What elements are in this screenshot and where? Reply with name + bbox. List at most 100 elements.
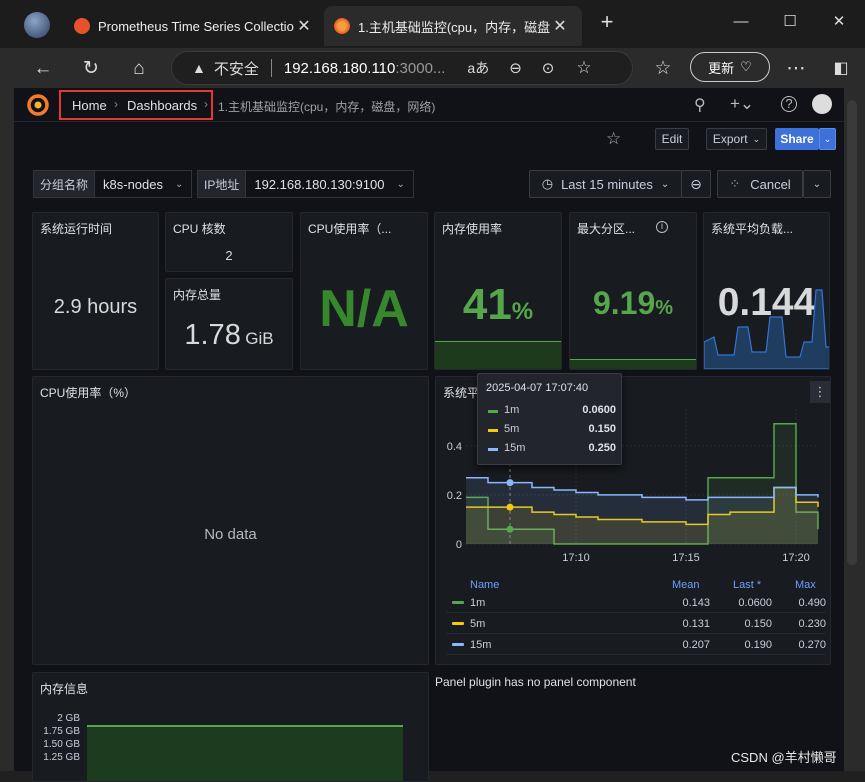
breadcrumb-home[interactable]: Home bbox=[72, 98, 107, 113]
back-arrow-icon[interactable]: ← bbox=[33, 58, 53, 79]
panel-title: CPU 核数 bbox=[173, 222, 226, 236]
grafana-topbar: Home › Dashboards › 1.主机基础监控(cpu，内存，磁盘，网… bbox=[14, 88, 844, 122]
panel-cpu-usage-graph[interactable]: CPU使用率（%） No data bbox=[32, 376, 429, 665]
grafana-logo-icon[interactable] bbox=[26, 93, 50, 117]
home-icon[interactable]: ⌂ bbox=[133, 58, 145, 79]
legend-row[interactable]: 15m 0.207 0.190 0.270 bbox=[446, 635, 826, 655]
mem-y-tick-label: 2 GB bbox=[57, 713, 80, 724]
mem-y-tick-label: 1.25 GB bbox=[43, 752, 80, 763]
url-bar[interactable]: ▲ 不安全 192.168.180.110 :3000... aあ ⊖ ⊙ ☆ bbox=[171, 51, 633, 85]
warning-icon: ▲ bbox=[192, 60, 206, 76]
zoom-icon[interactable]: ⊖ bbox=[509, 60, 522, 77]
series-line-15m[interactable] bbox=[466, 476, 819, 501]
panel-title: 内存信息 bbox=[40, 682, 89, 696]
panel-mem-total[interactable]: 内存总量 1.78 GiB bbox=[165, 278, 293, 370]
help-icon[interactable]: ? bbox=[781, 96, 797, 112]
breadcrumb-dashboards[interactable]: Dashboards bbox=[127, 98, 198, 113]
close-window-button[interactable]: ✕ bbox=[832, 13, 846, 30]
page-scrollbar[interactable] bbox=[847, 100, 857, 565]
series-line-5m[interactable] bbox=[466, 486, 819, 526]
tooltip-series-name: 1m bbox=[504, 404, 520, 416]
panel-title: 内存使用率 bbox=[442, 222, 503, 236]
panel-cpu-usage-stat[interactable]: CPU使用率（... N/A bbox=[300, 212, 428, 370]
cancel-button[interactable]: ⁘ Cancel bbox=[717, 170, 803, 198]
profile-avatar[interactable] bbox=[24, 12, 50, 38]
y-tick-label: 0 bbox=[456, 539, 462, 551]
browser-menu-icon[interactable]: ⋯ bbox=[786, 58, 806, 79]
mem-total-display: 1.78 GiB bbox=[166, 319, 292, 352]
mem-total-value: 1.78 bbox=[184, 319, 241, 351]
close-tab-icon[interactable]: ✕ bbox=[553, 18, 567, 35]
prometheus-favicon-icon bbox=[74, 18, 90, 34]
legend-max: 0.230 bbox=[798, 618, 826, 630]
legend-max: 0.270 bbox=[798, 639, 826, 651]
legend-row[interactable]: 1m 0.143 0.0600 0.490 bbox=[446, 593, 826, 613]
user-avatar[interactable] bbox=[812, 94, 832, 114]
variable-group[interactable]: 分组名称 k8s-nodes ⌄ bbox=[33, 170, 193, 198]
more-icon[interactable]: ⊙ bbox=[541, 60, 555, 77]
variable-label: IP地址 bbox=[197, 170, 247, 198]
add-icon[interactable]: +⌄ bbox=[730, 94, 755, 113]
uptime-value: 2.9 hours bbox=[53, 296, 138, 318]
group-select[interactable]: k8s-nodes ⌄ bbox=[95, 170, 193, 198]
legend-header-max[interactable]: Max bbox=[795, 579, 816, 591]
tooltip-swatch bbox=[488, 410, 498, 413]
time-range-label: Last 15 minutes bbox=[561, 176, 653, 192]
legend-header-name[interactable]: Name bbox=[470, 579, 500, 591]
panel-cpu-cores[interactable]: CPU 核数 2 bbox=[165, 212, 293, 272]
tooltip-row: 15m 0.250 bbox=[486, 442, 616, 458]
tab-prometheus[interactable]: Prometheus Time Series Collection ✕ bbox=[64, 6, 320, 46]
cancel-label: Cancel bbox=[750, 176, 791, 192]
favorites-icon[interactable]: ☆ bbox=[654, 58, 672, 79]
panel-load-stat[interactable]: 系统平均负载... 0.144 bbox=[703, 212, 830, 370]
minimize-button[interactable]: — bbox=[733, 13, 749, 30]
time-picker-button[interactable]: ◷ Last 15 minutes ⌄ bbox=[529, 170, 682, 198]
panel-title: 系统平均负载... bbox=[711, 222, 794, 236]
legend-row[interactable]: 5m 0.131 0.150 0.230 bbox=[446, 614, 826, 634]
info-icon[interactable]: i bbox=[656, 221, 668, 233]
share-button[interactable]: Share bbox=[775, 128, 819, 150]
maximize-button[interactable]: ☐ bbox=[783, 13, 797, 30]
read-aloud-icon[interactable]: aあ bbox=[467, 60, 490, 76]
zoom-out-button[interactable]: ⊖ bbox=[681, 170, 711, 198]
panel-max-partition[interactable]: 最大分区... i 9.19% bbox=[569, 212, 697, 370]
close-tab-icon[interactable]: ✕ bbox=[297, 18, 311, 35]
search-icon[interactable]: ⚲ bbox=[694, 97, 706, 114]
star-dashboard-icon[interactable]: ☆ bbox=[606, 129, 622, 148]
ip-select[interactable]: 192.168.180.130:9100 ⌄ bbox=[246, 170, 414, 198]
legend-max: 0.490 bbox=[798, 597, 826, 609]
panel-title: CPU使用率（%） bbox=[40, 386, 137, 400]
variable-ip[interactable]: IP地址 192.168.180.130:9100 ⌄ bbox=[197, 170, 414, 198]
no-panel-component-text: Panel plugin has no panel component bbox=[435, 675, 636, 689]
panel-title: 系统运行时间 bbox=[40, 222, 113, 236]
refresh-dropdown-button[interactable]: ⌄ bbox=[803, 170, 831, 198]
chevron-down-icon: ⌄ bbox=[660, 178, 670, 190]
legend-header-last[interactable]: Last * bbox=[733, 579, 762, 591]
load-chart[interactable]: 0 0.2 0.4 17:10 17:15 17:20 bbox=[436, 407, 831, 582]
panel-title: 最大分区... bbox=[577, 222, 636, 236]
tab-label: 1.主机基础监控(cpu，内存，磁盘 bbox=[358, 19, 550, 35]
favorite-star-icon[interactable]: ☆ bbox=[576, 58, 592, 77]
breadcrumb-current: 1.主机基础监控(cpu，内存，磁盘，网络) bbox=[218, 100, 436, 114]
legend-last: 0.150 bbox=[744, 618, 772, 630]
panel-title: 内存总量 bbox=[173, 288, 222, 302]
tooltip-series-value: 0.250 bbox=[588, 442, 616, 454]
tab-grafana-active[interactable]: 1.主机基础监控(cpu，内存，磁盘 ✕ bbox=[324, 6, 582, 46]
legend-header-mean[interactable]: Mean bbox=[672, 579, 700, 591]
update-label: 更新 bbox=[708, 60, 735, 76]
refresh-icon[interactable]: ↻ bbox=[83, 58, 99, 79]
panel-uptime[interactable]: 系统运行时间 2.9 hours bbox=[32, 212, 159, 370]
panel-menu-icon[interactable]: ⋮ bbox=[810, 381, 830, 403]
share-dropdown-button[interactable]: ⌄ bbox=[819, 128, 836, 150]
sidebar-toggle-icon[interactable]: ◧ bbox=[833, 60, 849, 77]
export-button[interactable]: Export ⌄ bbox=[706, 128, 767, 150]
url-divider bbox=[270, 59, 272, 77]
panel-mem-usage[interactable]: 内存使用率 41% bbox=[434, 212, 562, 370]
series-area-5m bbox=[466, 487, 818, 544]
hover-point-1m bbox=[506, 525, 514, 533]
series-line-1m[interactable] bbox=[466, 422, 819, 545]
update-button[interactable]: 更新 ♡ bbox=[690, 52, 770, 82]
new-tab-button[interactable]: + bbox=[600, 9, 614, 34]
edit-button[interactable]: Edit bbox=[655, 128, 689, 150]
panel-mem-info[interactable]: 内存信息 2 GB 1.75 GB 1.50 GB 1.25 GB bbox=[32, 672, 429, 782]
